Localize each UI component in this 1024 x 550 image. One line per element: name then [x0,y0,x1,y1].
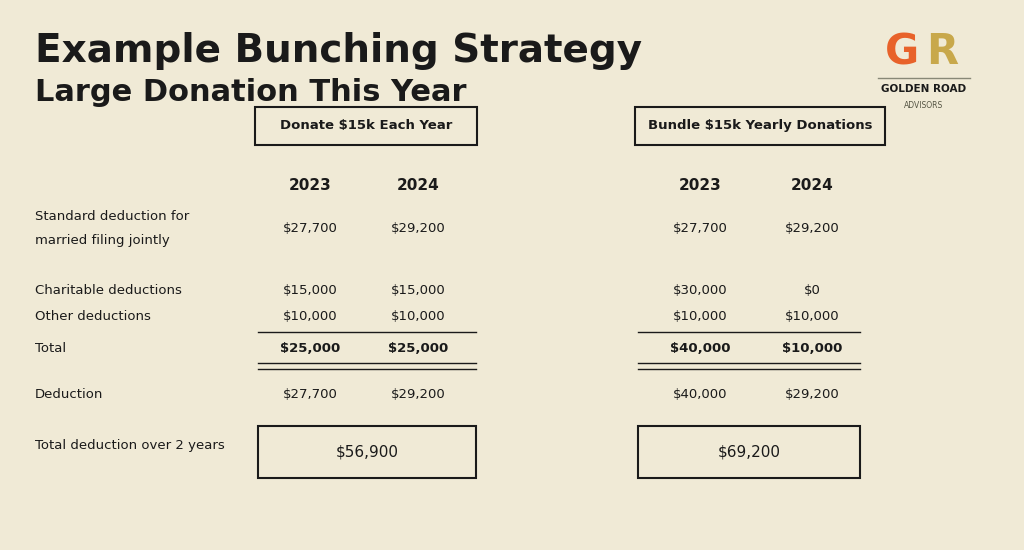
Text: 2023: 2023 [679,178,721,192]
Text: $10,000: $10,000 [781,342,842,355]
Text: Donate $15k Each Year: Donate $15k Each Year [280,119,453,133]
Text: GOLDEN ROAD: GOLDEN ROAD [882,84,967,94]
Text: 2023: 2023 [289,178,332,192]
Text: $10,000: $10,000 [673,311,727,323]
Text: $56,900: $56,900 [336,444,398,459]
Text: $40,000: $40,000 [670,342,730,355]
Text: 2024: 2024 [396,178,439,192]
Text: Large Donation This Year: Large Donation This Year [35,78,467,107]
Text: Total: Total [35,342,67,355]
Text: $10,000: $10,000 [283,311,337,323]
Text: Bundle $15k Yearly Donations: Bundle $15k Yearly Donations [648,119,872,133]
Text: $29,200: $29,200 [784,222,840,234]
Text: Charitable deductions: Charitable deductions [35,283,182,296]
Text: $15,000: $15,000 [390,283,445,296]
Text: $10,000: $10,000 [391,311,445,323]
FancyBboxPatch shape [255,107,477,145]
Text: R: R [926,31,958,73]
Text: $15,000: $15,000 [283,283,337,296]
Text: Deduction: Deduction [35,388,103,400]
Text: $40,000: $40,000 [673,388,727,400]
Text: $0: $0 [804,283,820,296]
Text: 2024: 2024 [791,178,834,192]
FancyBboxPatch shape [635,107,885,145]
Text: Standard deduction for: Standard deduction for [35,211,189,223]
Text: $25,000: $25,000 [388,342,449,355]
Text: $30,000: $30,000 [673,283,727,296]
Text: $27,700: $27,700 [673,222,727,234]
Text: Example Bunching Strategy: Example Bunching Strategy [35,32,642,70]
Text: $29,200: $29,200 [390,222,445,234]
Text: ADVISORS: ADVISORS [904,101,944,110]
FancyBboxPatch shape [638,426,860,478]
FancyBboxPatch shape [258,426,476,478]
Text: $25,000: $25,000 [280,342,340,355]
Text: $29,200: $29,200 [390,388,445,400]
Text: $27,700: $27,700 [283,222,338,234]
Text: $27,700: $27,700 [283,388,338,400]
Text: Other deductions: Other deductions [35,311,151,323]
Text: $29,200: $29,200 [784,388,840,400]
Text: Total deduction over 2 years: Total deduction over 2 years [35,439,224,453]
Text: G: G [885,31,920,73]
Text: $10,000: $10,000 [784,311,840,323]
Text: married filing jointly: married filing jointly [35,234,170,248]
Text: $69,200: $69,200 [718,444,780,459]
